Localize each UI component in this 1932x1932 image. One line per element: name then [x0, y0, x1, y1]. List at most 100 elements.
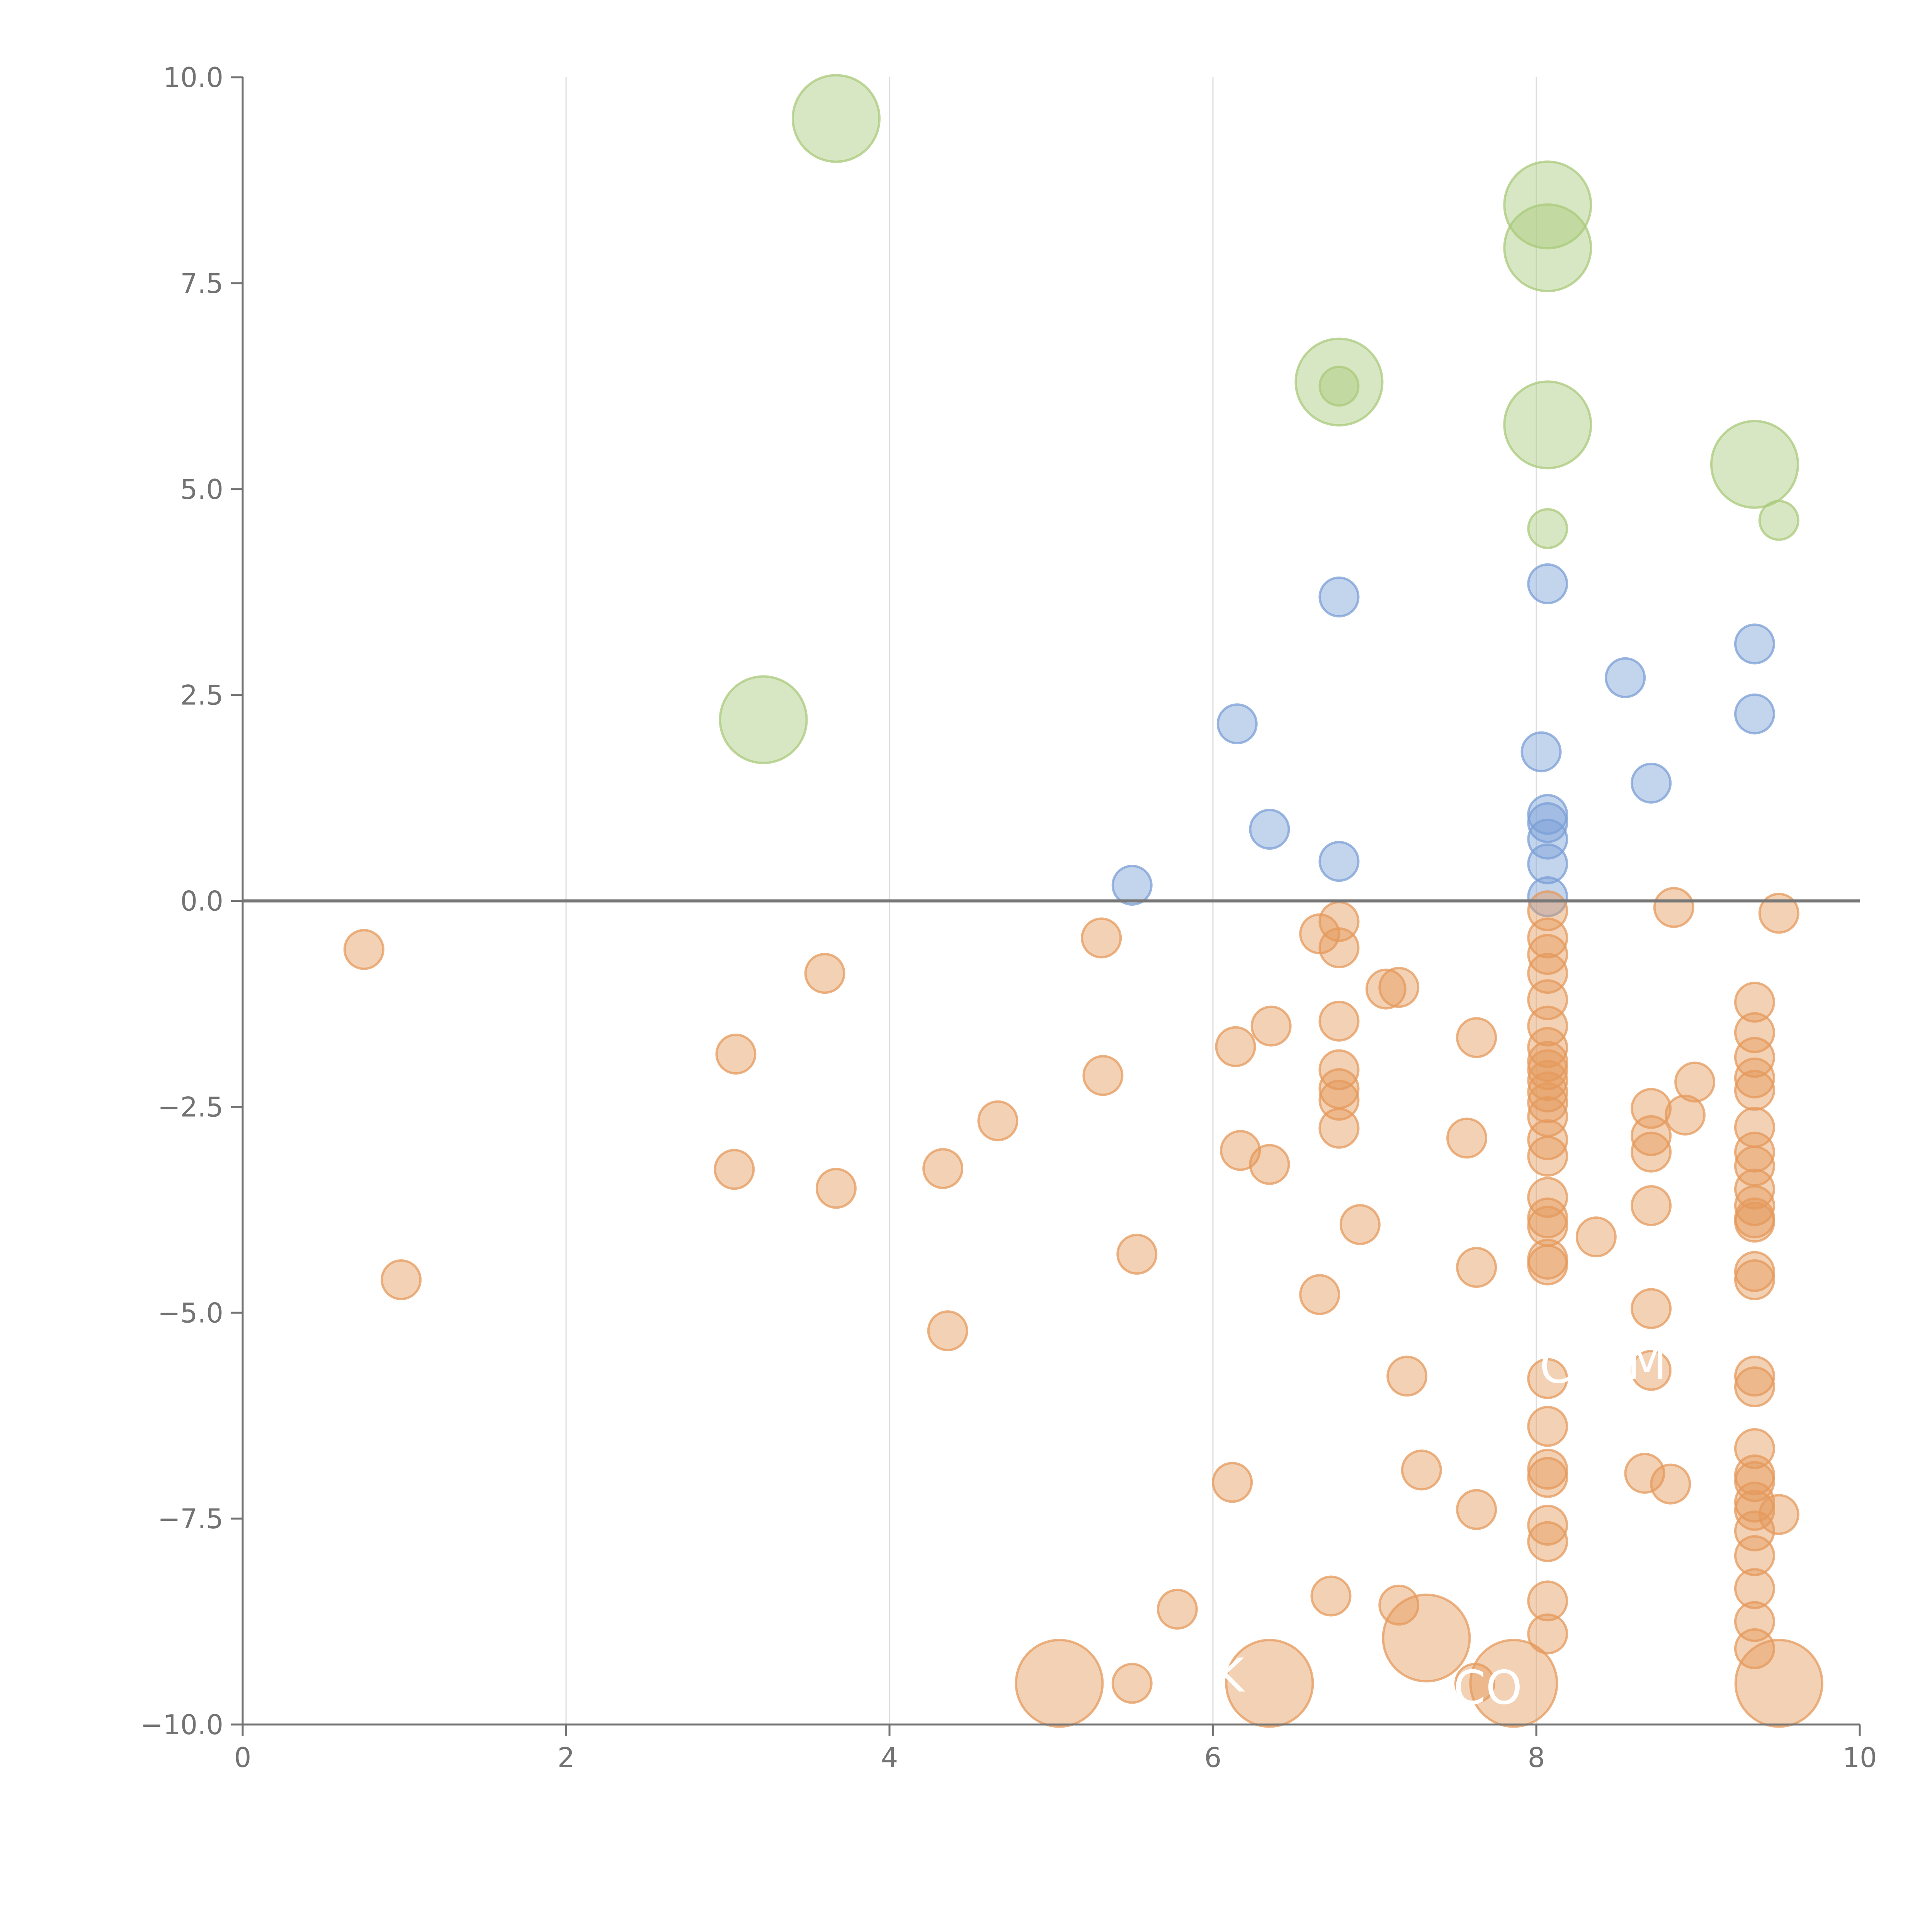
orange-point: [1758, 893, 1799, 934]
annotation-label: C: [1539, 1340, 1572, 1394]
green-point: [791, 74, 881, 163]
orange-point: [1215, 1026, 1256, 1067]
orange-point: [1446, 1117, 1488, 1159]
blue-point: [1734, 693, 1775, 735]
orange-point: [1249, 1144, 1290, 1185]
blue-point: [1318, 576, 1360, 617]
y-tick-label: 10.0: [163, 62, 223, 94]
x-tick-label: 8: [1528, 1742, 1545, 1774]
blue-point: [1527, 802, 1568, 844]
orange-point: [1456, 1247, 1497, 1288]
green-point: [1318, 366, 1360, 407]
green-point: [1503, 203, 1592, 293]
orange-point: [1631, 1115, 1672, 1156]
y-tick-label: 5.0: [180, 474, 223, 505]
orange-point: [1318, 1000, 1360, 1042]
y-tick-label: −7.5: [158, 1503, 223, 1535]
y-tick-label: 2.5: [180, 680, 223, 711]
orange-point: [1527, 1005, 1568, 1047]
y-tick-label: 0.0: [180, 886, 223, 917]
orange-point: [1469, 1639, 1558, 1728]
orange-point: [1527, 1613, 1568, 1655]
orange-point: [1318, 1107, 1360, 1149]
blue-point: [1249, 809, 1290, 850]
orange-point: [381, 1259, 422, 1300]
orange-point: [1527, 1027, 1568, 1068]
orange-point: [1299, 1274, 1340, 1315]
orange-point: [1734, 1057, 1775, 1099]
green-point: [1758, 500, 1799, 541]
axes: 10.0 7.5 5.0 2.5 0.0 −2.5 −5.0 −7.5 −10.0 0 2 4 6 8 10: [140, 62, 1877, 1774]
annotation-label: K: [1214, 1649, 1245, 1703]
blue-point: [1631, 762, 1672, 804]
orange-point: [1527, 1082, 1568, 1123]
orange-point: [1527, 1580, 1568, 1622]
orange-point: [1156, 1588, 1198, 1630]
orange-point: [1734, 1168, 1775, 1210]
orange-point: [1734, 1131, 1775, 1173]
orange-point: [815, 1168, 857, 1209]
annotations: C MP K CO: [1214, 1336, 1695, 1715]
green-point: [1527, 508, 1568, 549]
orange-point: [1734, 1070, 1775, 1111]
x-tick-label: 2: [558, 1742, 575, 1774]
orange-point: [977, 1100, 1019, 1141]
y-tick-label: −2.5: [158, 1091, 223, 1123]
blue-point: [1527, 843, 1568, 884]
orange-point: [1527, 1119, 1568, 1160]
y-tick-label: −5.0: [158, 1297, 223, 1329]
orange-point: [1734, 1012, 1775, 1053]
blue-point: [1216, 703, 1258, 745]
orange-point: [1081, 917, 1122, 959]
orange-point: [1212, 1462, 1253, 1503]
orange-point: [1339, 1204, 1381, 1245]
orange-point: [1456, 1489, 1497, 1530]
orange-point: [1674, 1061, 1716, 1103]
orange-point: [1734, 1355, 1775, 1397]
annotation-label: CO: [1453, 1662, 1522, 1715]
orange-point: [1378, 967, 1420, 1008]
blue-point: [1734, 623, 1775, 665]
orange-point: [1365, 968, 1406, 1010]
orange-point: [1527, 1177, 1568, 1218]
blue-point: [1318, 841, 1360, 882]
orange-point: [1456, 1017, 1497, 1058]
orange-point: [1015, 1639, 1104, 1728]
orange-point: [1734, 1259, 1775, 1300]
orange-point: [1386, 1355, 1428, 1397]
orange-point: [1575, 1216, 1617, 1258]
orange-point: [343, 929, 384, 970]
orange-point: [1734, 1639, 1823, 1728]
orange-point: [1250, 1005, 1292, 1047]
orange-point: [1527, 1244, 1568, 1286]
orange-point: [1734, 981, 1775, 1023]
orange-point: [1401, 1449, 1442, 1491]
orange-point: [1653, 887, 1694, 928]
orange-point: [1624, 1452, 1665, 1494]
orange-point: [1318, 927, 1360, 968]
orange-point: [1082, 1055, 1124, 1096]
orange-point: [1631, 1185, 1672, 1226]
blue-point: [1527, 818, 1568, 860]
orange-point: [1111, 1663, 1153, 1704]
orange-point: [1631, 1288, 1672, 1329]
orange-point: [1318, 1080, 1360, 1121]
orange-point: [1734, 1461, 1775, 1502]
orange-point: [1734, 1535, 1775, 1577]
orange-point: [1527, 1071, 1568, 1113]
orange-point: [1665, 1094, 1706, 1136]
orange-point: [1734, 1185, 1775, 1226]
x-tick-label: 10: [1842, 1742, 1877, 1774]
annotation-label: MP: [1627, 1336, 1695, 1390]
data-points: [343, 74, 1823, 1728]
orange-point: [1527, 1457, 1568, 1498]
orange-point: [1734, 1568, 1775, 1609]
green-point: [1503, 380, 1592, 469]
orange-point: [1734, 1510, 1775, 1552]
orange-point: [1225, 1639, 1314, 1728]
orange-point: [804, 953, 845, 994]
orange-point: [922, 1148, 964, 1189]
blue-point: [1520, 731, 1562, 772]
blue-point: [1605, 657, 1646, 698]
